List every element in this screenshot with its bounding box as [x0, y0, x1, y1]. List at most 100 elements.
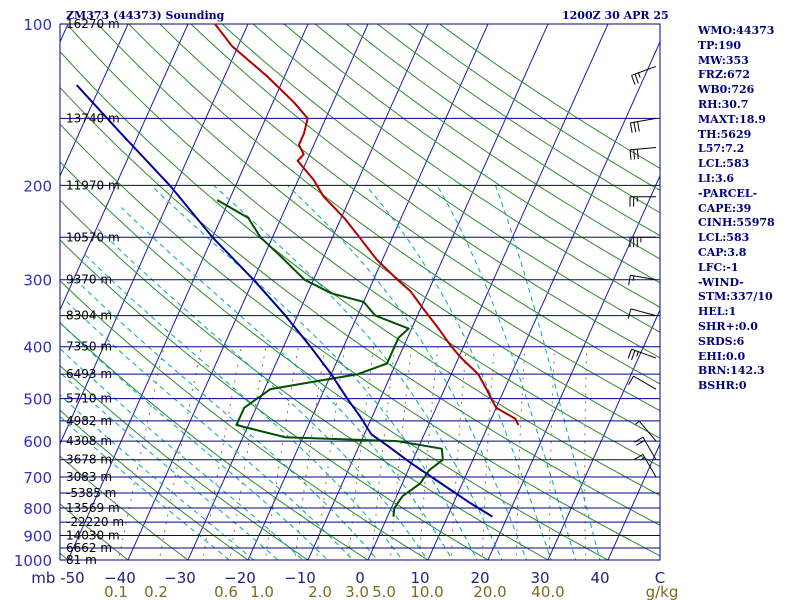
index-line: SRDS:6	[698, 334, 745, 348]
height-label: 9370 m	[66, 273, 112, 287]
index-line: LI:3.6	[698, 171, 735, 185]
isotherm-line	[60, 24, 189, 312]
height-label: 4982 m	[66, 414, 112, 428]
wind-barb	[635, 420, 657, 442]
isotherm-line	[427, 40, 660, 560]
index-line: STM:337/10	[698, 290, 773, 304]
dry-adiabat-line	[60, 364, 309, 560]
wind-barb	[634, 454, 657, 478]
temperature-tick-label: −30	[164, 569, 196, 587]
plot-frame	[59, 23, 661, 561]
pressure-tick-label: 100	[23, 16, 52, 34]
mixing-ratio-label: 40.0	[531, 583, 564, 600]
dry-adiabat-line	[60, 321, 369, 560]
pressure-tick-label: 200	[23, 177, 52, 195]
height-label: -22220 m	[66, 515, 124, 529]
index-line: -WIND-	[698, 275, 744, 289]
mixing-ratio-line	[515, 346, 526, 560]
index-line: HEL:1	[698, 305, 737, 319]
index-panel: WMO:44373 TP:190 MW:353 FRZ:672 WB0:726 RH:30…	[698, 24, 798, 394]
wind-barb	[629, 117, 657, 133]
profiles	[75, 24, 520, 518]
dry-adiabat-line	[60, 239, 490, 560]
isotherm-line	[0, 0, 19, 571]
moist-adiabat-line	[213, 185, 503, 560]
temperature-tick-label: −40	[104, 569, 136, 587]
dry-adiabat-line	[128, 24, 660, 412]
height-label: 3083 m	[66, 470, 112, 484]
height-label: 6493 m	[66, 367, 112, 381]
mixing-ratio-label: 2.0	[308, 583, 332, 600]
moist-adiabat-line	[150, 185, 478, 560]
mixing-ratio-line	[371, 346, 396, 560]
index-line: LFC:-1	[698, 260, 739, 274]
wind-barbs	[627, 65, 657, 478]
moist-adiabat-line	[60, 371, 279, 560]
pressure-tick-label: 700	[23, 469, 52, 487]
isotherm-line	[607, 442, 660, 560]
height-label: 6662 m	[66, 541, 112, 555]
temperature-tick-label: 40	[590, 569, 609, 587]
isotherm-line	[127, 24, 369, 560]
isotherm-line	[60, 24, 249, 446]
temperature-tick-label: 30	[530, 569, 549, 587]
height-label: 13740 m	[66, 111, 120, 125]
mixing-ratio-line	[294, 346, 326, 560]
index-line: SHR+:0.0	[698, 319, 758, 333]
pressure-tick-label: 800	[23, 500, 52, 518]
index-line: TP:190	[698, 38, 742, 52]
index-line: LCL:583	[698, 231, 750, 245]
temperature-tick-label: −10	[284, 569, 316, 587]
height-label: -5385 m	[66, 486, 116, 500]
wind-barb	[634, 436, 657, 460]
parcel-profile-line	[75, 84, 493, 518]
index-line: BSHR:0	[698, 379, 747, 393]
moist-adiabat-line	[85, 254, 404, 560]
index-line: CAPE:39	[698, 201, 752, 215]
valid-time: 1200Z 30 APR 25	[562, 9, 669, 22]
temperature-tick-label: 0	[355, 569, 365, 587]
index-line: MW:353	[698, 53, 749, 67]
mixing-ratio-line	[264, 346, 299, 560]
mixing-ratio-line	[481, 346, 495, 560]
mixing-ratio-label: 1.0	[250, 583, 274, 600]
isotherm-line	[67, 24, 309, 560]
pressure-tick-label: 600	[23, 433, 52, 451]
mixing-ratio-label: 0.2	[144, 583, 168, 600]
moist-adiabat-line	[75, 279, 379, 560]
temperature-tick-label: −20	[224, 569, 256, 587]
background-lines	[0, 0, 660, 571]
mixing-ratio-line	[389, 346, 413, 560]
wind-barb	[627, 348, 657, 360]
mixing-ratio-line	[117, 346, 165, 560]
isotherm-line	[187, 24, 429, 560]
index-line: RH:30.7	[698, 97, 749, 111]
wind-barb	[629, 236, 656, 248]
height-label: 10570 m	[66, 230, 120, 244]
index-line: FRZ:672	[698, 68, 751, 82]
pressure-tick-label: 500	[23, 391, 52, 409]
index-line: -PARCEL-	[698, 186, 758, 200]
pressure-tick-label: 400	[23, 339, 52, 357]
wind-barb	[627, 308, 657, 319]
index-line: MAXT:18.9	[698, 112, 766, 126]
dry-adiabat-line	[60, 455, 189, 560]
mixing-ratio-label: 0.6	[214, 583, 238, 600]
dewpoint-profile-line	[216, 199, 444, 517]
height-label: 5710 m	[66, 392, 112, 406]
height-label: 11970 m	[66, 178, 120, 192]
height-label: 8304 m	[66, 309, 112, 323]
moist-adiabat-line	[120, 207, 453, 560]
mixing-ratio-label: g/kg	[646, 583, 679, 600]
index-line: WMO:44373	[698, 24, 775, 37]
mixing-ratio-line	[549, 346, 555, 560]
moist-adiabat-line	[365, 185, 552, 560]
mixing-ratio-line	[202, 346, 242, 560]
dry-adiabat-line	[60, 503, 129, 560]
pressure-tick-label: 1000	[14, 552, 52, 570]
dry-adiabat-line	[60, 409, 249, 560]
index-line: TH:5629	[698, 127, 752, 141]
mixing-ratio-line	[584, 346, 588, 560]
